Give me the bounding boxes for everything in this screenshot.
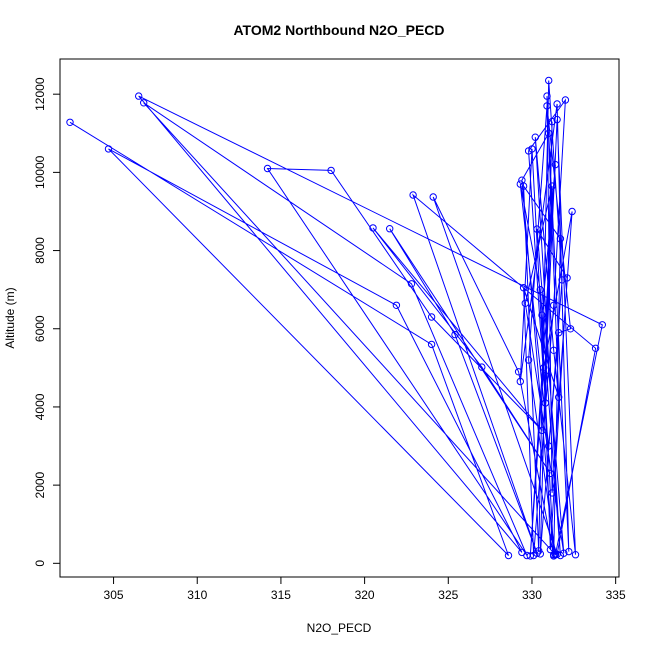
data-point — [550, 346, 558, 354]
data-point — [550, 301, 558, 309]
x-tick-label: 310 — [187, 588, 207, 602]
data-point — [524, 356, 533, 364]
data-point — [548, 117, 556, 126]
data-point — [529, 551, 538, 560]
series-points — [66, 76, 606, 560]
y-tick-label: 2000 — [33, 471, 47, 498]
data-point — [524, 147, 533, 155]
data-point — [409, 191, 417, 199]
data-point — [327, 166, 335, 175]
data-point — [546, 545, 555, 554]
data-point — [519, 284, 528, 292]
data-point — [555, 329, 563, 337]
data-point — [140, 99, 148, 107]
data-point — [556, 551, 565, 560]
x-tick-label: 335 — [606, 588, 626, 602]
x-axis-label: N2O_PECD — [307, 621, 372, 635]
data-point — [548, 489, 556, 497]
data-point — [538, 426, 546, 435]
data-point — [392, 301, 401, 309]
data-point — [66, 118, 74, 127]
data-point — [407, 280, 416, 288]
series-line — [69, 80, 603, 557]
x-tick-label: 315 — [271, 588, 291, 602]
data-point — [571, 551, 580, 559]
data-point — [568, 207, 576, 216]
data-point — [566, 325, 575, 333]
data-point — [553, 115, 561, 124]
data-point — [548, 182, 556, 190]
data-point — [543, 92, 551, 100]
data-point — [135, 92, 143, 100]
data-point — [553, 100, 561, 108]
data-point — [263, 164, 272, 173]
data-point — [563, 274, 571, 282]
data-point — [427, 340, 436, 349]
data-point — [545, 129, 553, 138]
y-tick-label: 12000 — [33, 77, 47, 111]
y-tick-label: 10000 — [33, 155, 47, 189]
data-point — [551, 160, 560, 169]
data-point — [541, 399, 550, 407]
data-point — [516, 377, 524, 386]
data-point — [541, 372, 550, 380]
y-tick-label: 0 — [33, 560, 47, 567]
data-point — [504, 551, 513, 560]
x-tick-label: 325 — [438, 588, 458, 602]
data-point — [536, 286, 544, 294]
data-point — [386, 225, 394, 233]
data-point — [427, 313, 436, 321]
data-point — [521, 299, 529, 307]
data-point — [540, 364, 548, 372]
x-tick-label: 305 — [104, 588, 124, 602]
data-point — [545, 76, 553, 85]
data-point — [514, 368, 523, 376]
y-axis: 0 2000 4000 6000 8000 10000 12000 — [33, 77, 60, 567]
data-point — [555, 393, 563, 401]
data-point — [516, 180, 524, 188]
data-point — [545, 442, 553, 450]
y-axis-label: Altitude (m) — [3, 287, 17, 348]
data-point — [565, 547, 573, 556]
data-point — [478, 363, 486, 371]
y-tick-label: 8000 — [33, 237, 47, 264]
data-point — [429, 193, 437, 201]
data-point — [536, 550, 544, 558]
chart-title: ATOM2 Northbound N2O_PECD — [233, 22, 444, 38]
data-point — [591, 344, 600, 352]
data-point — [551, 550, 560, 558]
x-axis: 305 310 315 320 325 330 335 — [104, 577, 626, 602]
data-point — [558, 276, 566, 284]
y-tick-label: 4000 — [33, 393, 47, 420]
series-lines — [69, 80, 603, 557]
data-point — [561, 96, 570, 104]
data-point — [598, 321, 606, 329]
data-point — [533, 225, 541, 233]
data-point — [543, 102, 551, 110]
data-point — [369, 224, 377, 232]
data-point — [451, 330, 459, 339]
data-point — [104, 145, 113, 153]
data-point — [546, 469, 555, 478]
y-tick-label: 6000 — [33, 315, 47, 342]
x-tick-label: 320 — [355, 588, 375, 602]
plot-frame — [59, 58, 620, 578]
data-point — [556, 235, 565, 243]
data-point — [538, 311, 546, 319]
data-point — [526, 552, 534, 560]
data-point — [531, 133, 539, 141]
x-tick-label: 330 — [522, 588, 542, 602]
